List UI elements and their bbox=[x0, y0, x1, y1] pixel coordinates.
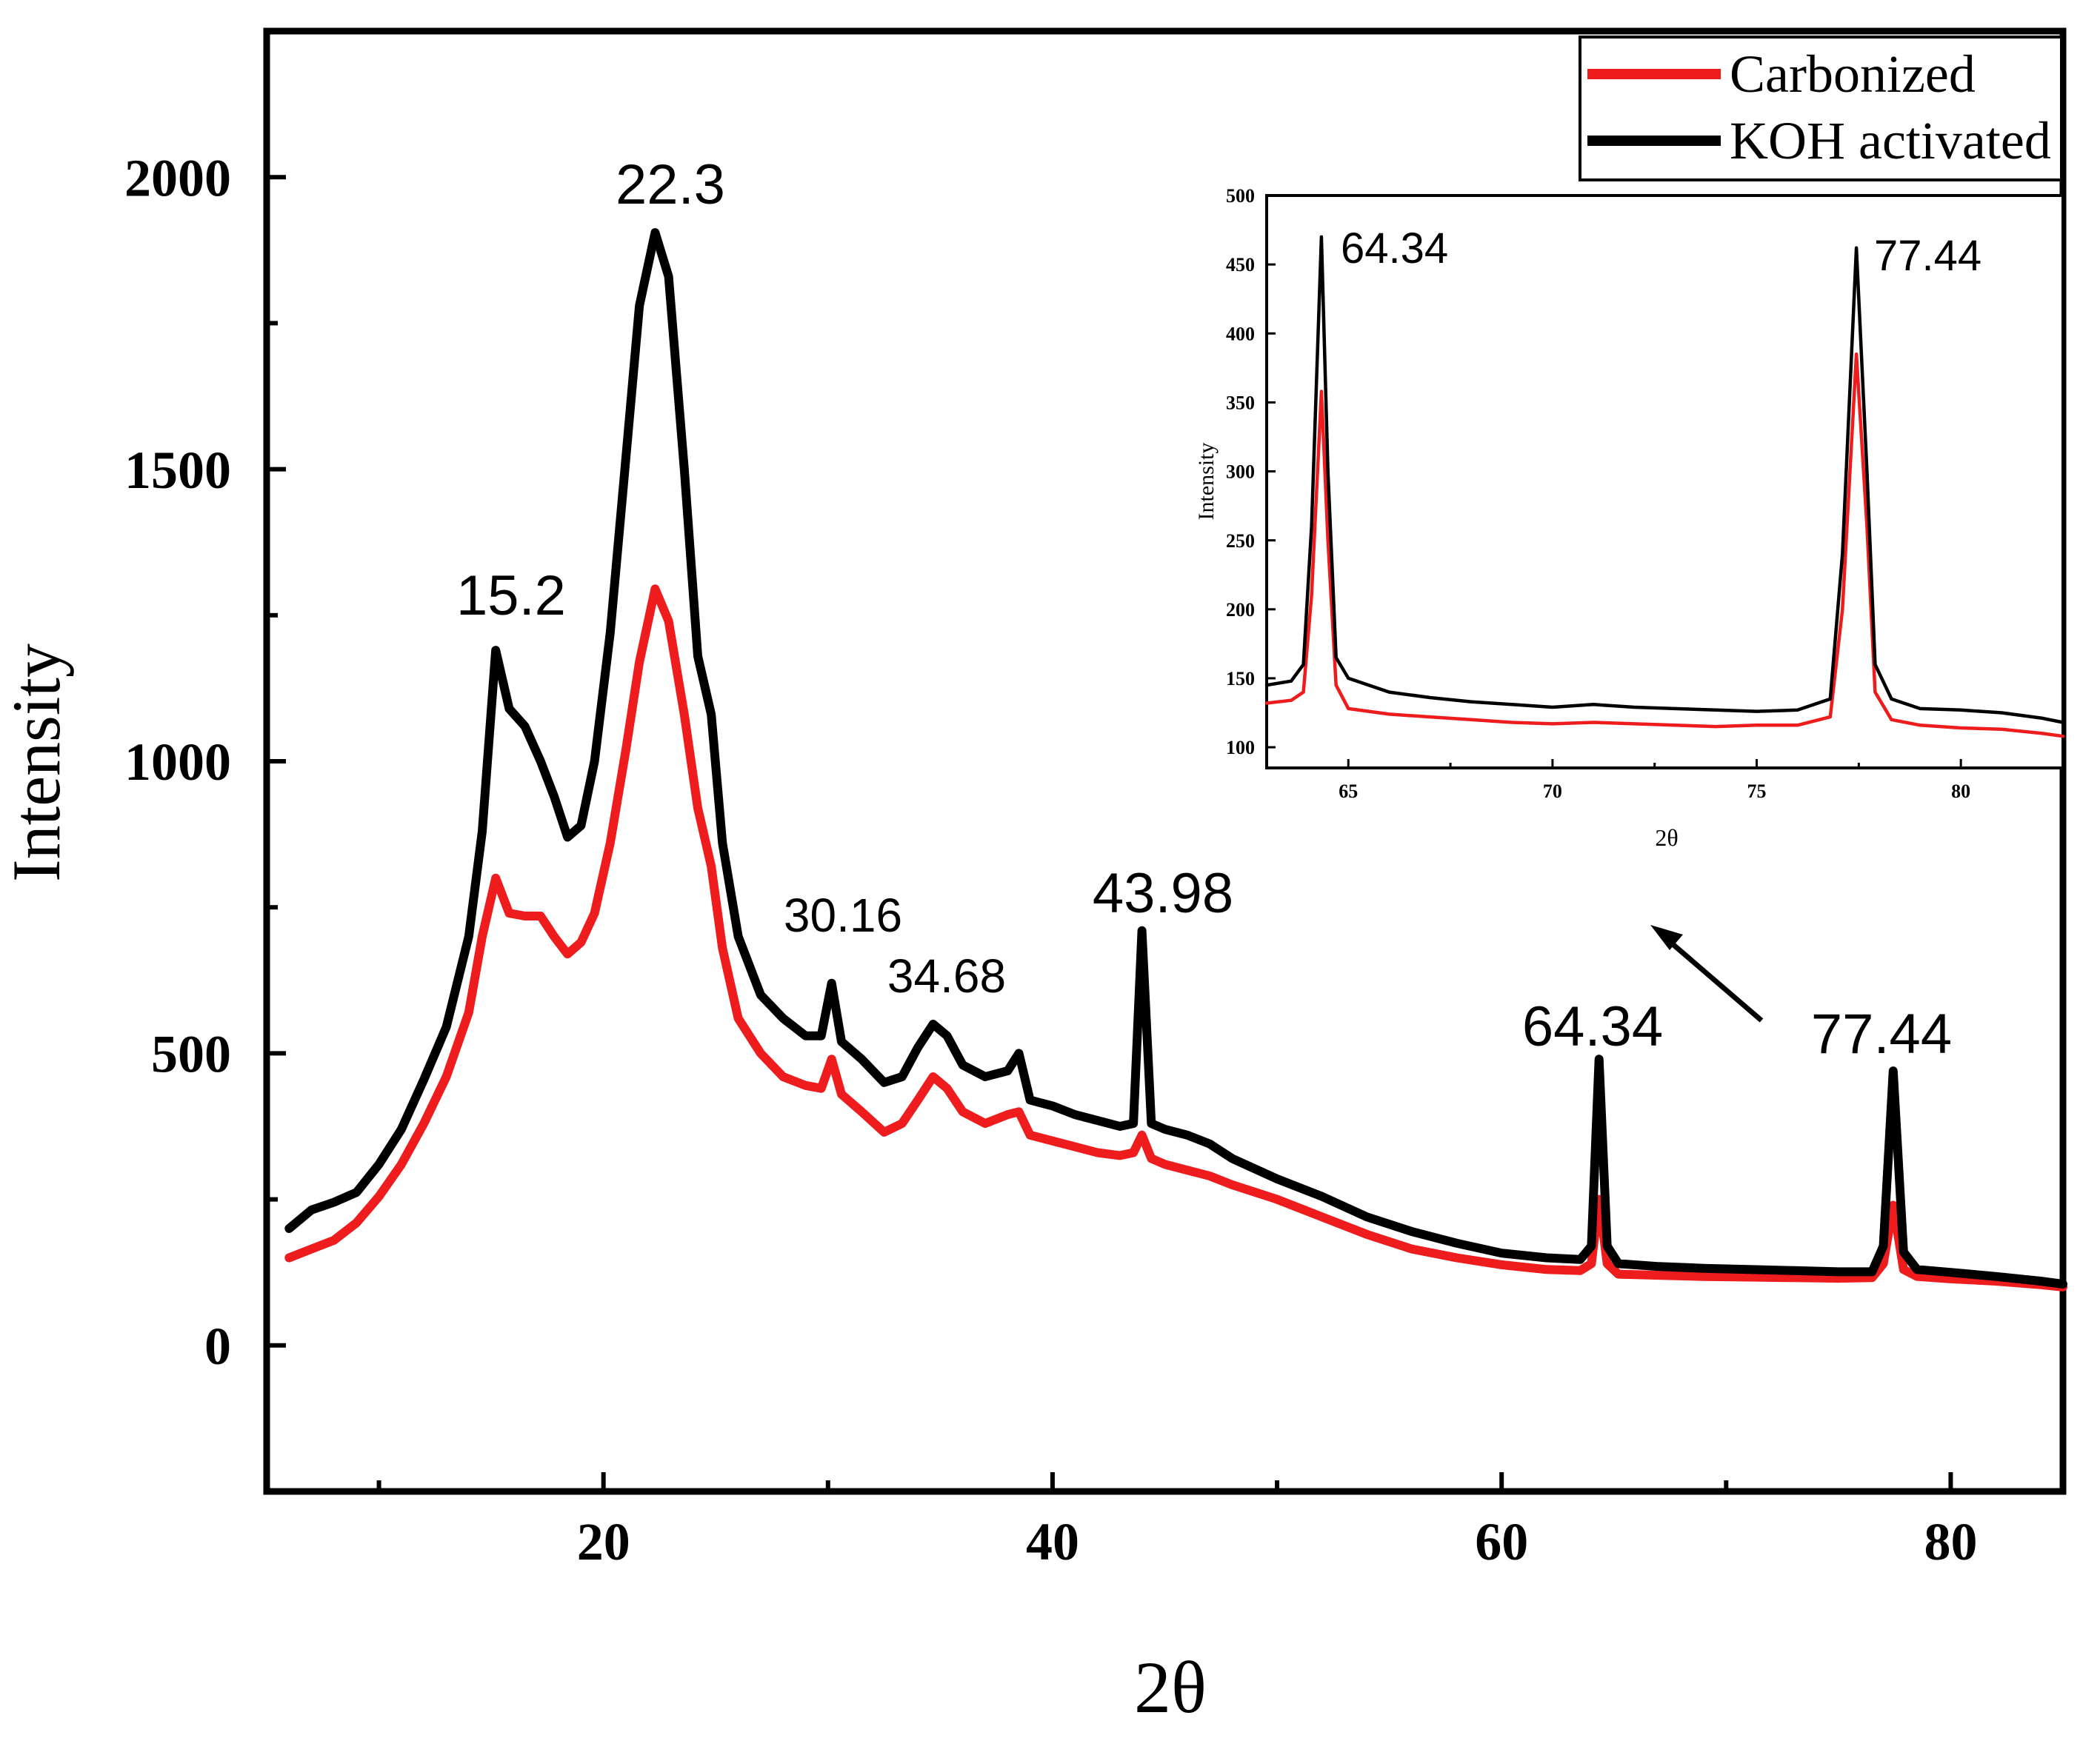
legend-label-carbonized: Carbonized bbox=[1730, 44, 1976, 104]
inset-pointer-arrow bbox=[1664, 937, 1764, 1023]
main-y-tick-label-0: 0 bbox=[204, 1317, 231, 1376]
inset-plot-frame bbox=[1265, 194, 2064, 769]
main-x-tick-label-60: 60 bbox=[1475, 1512, 1528, 1571]
main-x-axis: 20 40 60 80 bbox=[376, 1472, 1977, 1571]
main-series-carbonized bbox=[284, 584, 2067, 1291]
inset-y-tick-label-250: 250 bbox=[1226, 530, 1255, 552]
peak-label-34-68: 34.68 bbox=[887, 949, 1006, 1003]
peak-label-64-34: 64.34 bbox=[1522, 995, 1663, 1058]
inset-chart: 100 150 200 250 300 350 400 450 500 65 70 75 80 Int… bbox=[1194, 185, 2065, 851]
inset-y-tick-label-450: 450 bbox=[1226, 254, 1255, 275]
inset-y-axis-label: Intensity bbox=[1194, 443, 1219, 521]
inset-y-tick-label-400: 400 bbox=[1226, 323, 1255, 344]
peak-label-30-16: 30.16 bbox=[784, 889, 902, 942]
inset-x-axis: 65 70 75 80 bbox=[1339, 759, 1970, 802]
inset-y-tick-label-500: 500 bbox=[1226, 185, 1255, 207]
main-x-tick-label-40: 40 bbox=[1026, 1512, 1079, 1571]
inset-series-koh-activated bbox=[1264, 235, 2065, 724]
legend-box bbox=[1579, 36, 2063, 181]
inset-y-tick-label-150: 150 bbox=[1226, 668, 1255, 689]
legend-label-koh: KOH activated bbox=[1730, 111, 2051, 170]
legend: Carbonized KOH activated bbox=[1579, 36, 2063, 181]
main-y-axis: 0 500 1000 1500 2000 bbox=[124, 148, 286, 1376]
inset-series-group bbox=[1264, 235, 2065, 738]
peak-label-43-98: 43.98 bbox=[1093, 862, 1233, 925]
inset-x-axis-label: 2θ bbox=[1655, 824, 1678, 851]
main-y-tick-label-1500: 1500 bbox=[124, 441, 231, 500]
inset-y-tick-label-200: 200 bbox=[1226, 599, 1255, 621]
inset-series-carbonized bbox=[1264, 352, 2065, 738]
inset-y-axis: 100 150 200 250 300 350 400 450 500 bbox=[1226, 185, 1276, 758]
main-series-group bbox=[284, 228, 2067, 1291]
main-y-axis-label: Intensity bbox=[0, 644, 74, 882]
main-y-tick-label-2000: 2000 bbox=[124, 148, 231, 207]
inset-x-tick-label-80: 80 bbox=[1951, 781, 1970, 802]
inset-peak-label-64-34: 64.34 bbox=[1341, 224, 1448, 273]
inset-x-tick-label-75: 75 bbox=[1747, 781, 1767, 802]
main-x-tick-label-20: 20 bbox=[577, 1512, 630, 1571]
peak-label-22-3: 22.3 bbox=[616, 153, 725, 216]
inset-y-tick-label-350: 350 bbox=[1226, 392, 1255, 413]
main-x-axis-label: 2θ bbox=[1134, 1646, 1207, 1728]
main-series-koh-activated bbox=[284, 228, 2067, 1289]
main-y-tick-label-500: 500 bbox=[151, 1025, 231, 1084]
inset-peak-label-77-44: 77.44 bbox=[1874, 232, 1981, 280]
inset-x-tick-label-70: 70 bbox=[1543, 781, 1562, 802]
peak-label-15-2: 15.2 bbox=[456, 564, 566, 627]
peak-label-77-44: 77.44 bbox=[1811, 1003, 1952, 1066]
inset-x-tick-label-65: 65 bbox=[1339, 781, 1358, 802]
inset-y-tick-label-100: 100 bbox=[1226, 737, 1255, 758]
inset-y-tick-label-300: 300 bbox=[1226, 461, 1255, 483]
main-x-tick-label-80: 80 bbox=[1924, 1512, 1977, 1571]
main-y-tick-label-1000: 1000 bbox=[124, 732, 231, 792]
inset-pointer-arrowhead bbox=[1650, 925, 1683, 950]
